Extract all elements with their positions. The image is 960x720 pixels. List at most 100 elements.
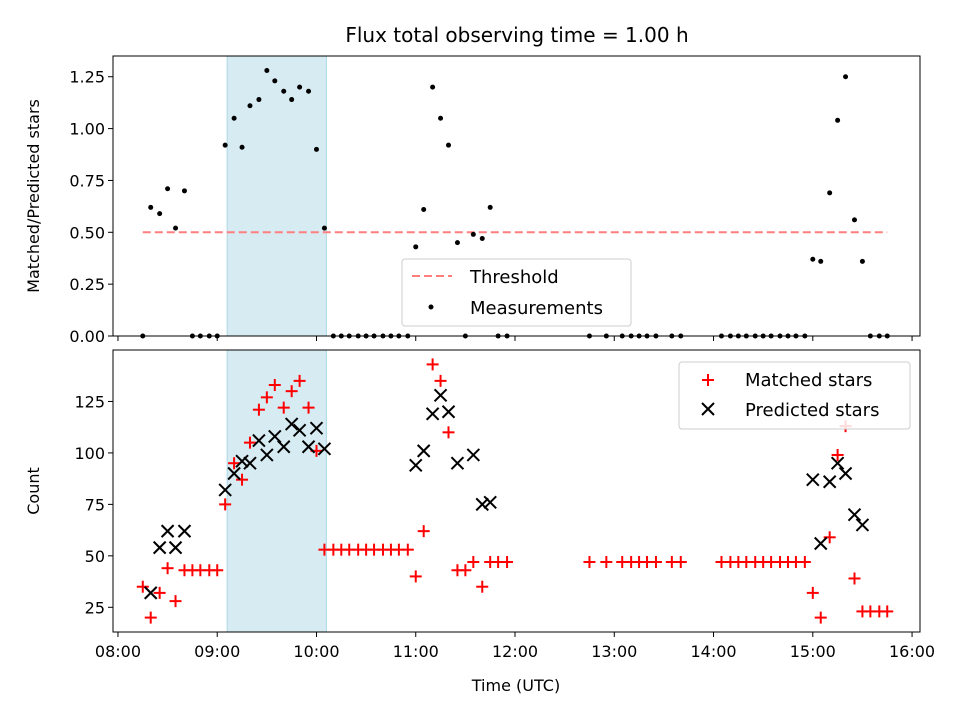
matched-star-point <box>285 385 298 398</box>
y-tick: 0.50 <box>69 223 113 242</box>
predicted-star-point-b <box>830 456 845 470</box>
matched-star-point <box>814 611 827 624</box>
measurement-point <box>851 217 857 223</box>
matched-star-point <box>442 426 455 439</box>
matched-star-point <box>501 556 514 569</box>
predicted-star-point <box>450 456 465 470</box>
measurement-point <box>272 78 278 84</box>
x-tick: 13:00 <box>591 632 637 661</box>
legend-threshold-label: Threshold <box>469 267 559 288</box>
measurement-point <box>859 258 865 264</box>
predicted-star-point-b <box>416 444 431 458</box>
matched-star-point <box>219 498 232 511</box>
matched-star-point <box>252 403 265 416</box>
bottom-y-axis-label: Count <box>24 467 43 515</box>
matched-star-point <box>169 595 182 608</box>
measurement-point <box>313 146 319 152</box>
predicted-star-point-b <box>252 433 266 448</box>
y-tick: 125 <box>74 392 113 411</box>
predicted-star-point <box>301 440 316 454</box>
measurement-point <box>181 188 187 194</box>
x-tick-label: 11:00 <box>393 642 439 661</box>
matched-star-point <box>293 374 306 387</box>
predicted-star-point-b <box>144 586 158 600</box>
legend-matched-swatch <box>702 374 714 386</box>
predicted-star-point-b <box>466 448 481 462</box>
matched-star-point <box>236 473 249 486</box>
x-tick-label: 09:00 <box>194 642 240 661</box>
measurement-point <box>306 88 312 94</box>
bottom-panel: 25 50 75 100 125 08:00 09:00 10:00 11:00 12:00 13… <box>24 349 935 695</box>
predicted-star-point <box>218 483 232 497</box>
measurement-point <box>321 225 327 231</box>
predicted-star-point <box>260 448 274 462</box>
x-tick-label: 12:00 <box>492 642 538 661</box>
x-tick: 16:00 <box>889 632 935 661</box>
measurement-point <box>818 258 824 264</box>
y-tick: 100 <box>74 444 113 463</box>
matched-star-point <box>153 586 166 599</box>
measurement-point <box>487 204 493 210</box>
top-legend-box <box>401 258 632 327</box>
y-tick: 1.00 <box>69 120 113 139</box>
predicted-star-point-b <box>218 483 232 497</box>
predicted-star-point-b <box>483 495 497 510</box>
predicted-star-point <box>814 536 828 551</box>
matched-star-point <box>649 556 662 569</box>
matched-star-point <box>881 605 894 618</box>
predicted-star-point <box>309 421 324 435</box>
predicted-star-point-b <box>433 388 448 402</box>
predicted-star-point-b <box>441 405 456 419</box>
measurement-point <box>470 231 476 237</box>
x-tick-label: 08:00 <box>95 642 141 661</box>
measurement-point <box>479 236 485 242</box>
matched-star-point <box>426 358 439 371</box>
matched-star-point <box>409 570 422 583</box>
legend-matched-label: Matched stars <box>745 370 872 391</box>
x-tick: 11:00 <box>393 632 439 661</box>
predicted-star-point-b <box>292 423 307 437</box>
predicted-star-point-b <box>301 440 316 454</box>
predicted-star-point <box>416 444 431 458</box>
x-tick-label: 10:00 <box>293 642 339 661</box>
measurement-point <box>239 144 245 150</box>
measurement-point <box>281 88 287 94</box>
matched-star-point <box>243 436 256 449</box>
y-tick-label: 50 <box>85 547 105 566</box>
measurement-point <box>454 240 460 246</box>
predicted-star-point-b <box>838 466 853 481</box>
legend-measurements-swatch <box>428 304 434 310</box>
top-y-axis-label: Matched/Predicted stars <box>24 99 43 293</box>
predicted-star-point <box>483 495 497 510</box>
matched-star-point <box>583 556 596 569</box>
y-tick-label: 0.00 <box>69 327 105 346</box>
predicted-star-point <box>152 540 167 555</box>
predicted-star-point <box>144 586 158 600</box>
predicted-star-point-b <box>317 442 332 456</box>
legend-predicted-swatch <box>701 402 715 416</box>
predicted-star-point <box>252 433 266 448</box>
y-tick-label: 1.25 <box>69 68 105 87</box>
bottom-legend-box <box>678 361 911 430</box>
measurement-point <box>413 244 419 250</box>
y-tick-label: 0.25 <box>69 275 105 294</box>
predicted-star-point-b <box>227 466 241 481</box>
predicted-star-point-b <box>277 440 291 454</box>
predicted-star-point-b <box>160 524 175 538</box>
x-tick: 12:00 <box>492 632 538 661</box>
matched-star-point <box>302 401 315 414</box>
measurement-point <box>157 211 163 217</box>
y-tick: 0.00 <box>69 327 113 346</box>
x-axis-label: Time (UTC) <box>471 676 560 695</box>
matched-star-point <box>268 378 281 391</box>
chart-title: Flux total observing time = 1.00 h <box>345 23 688 47</box>
y-tick-label: 1.00 <box>69 120 105 139</box>
measurement-point <box>264 68 270 74</box>
matched-star-point <box>848 572 861 585</box>
measurement-point <box>148 204 154 210</box>
y-tick-label: 75 <box>85 495 105 514</box>
measurement-point <box>827 190 833 196</box>
predicted-star-point <box>475 497 489 512</box>
predicted-star-point-b <box>243 456 257 470</box>
predicted-star-point-b <box>235 454 249 468</box>
